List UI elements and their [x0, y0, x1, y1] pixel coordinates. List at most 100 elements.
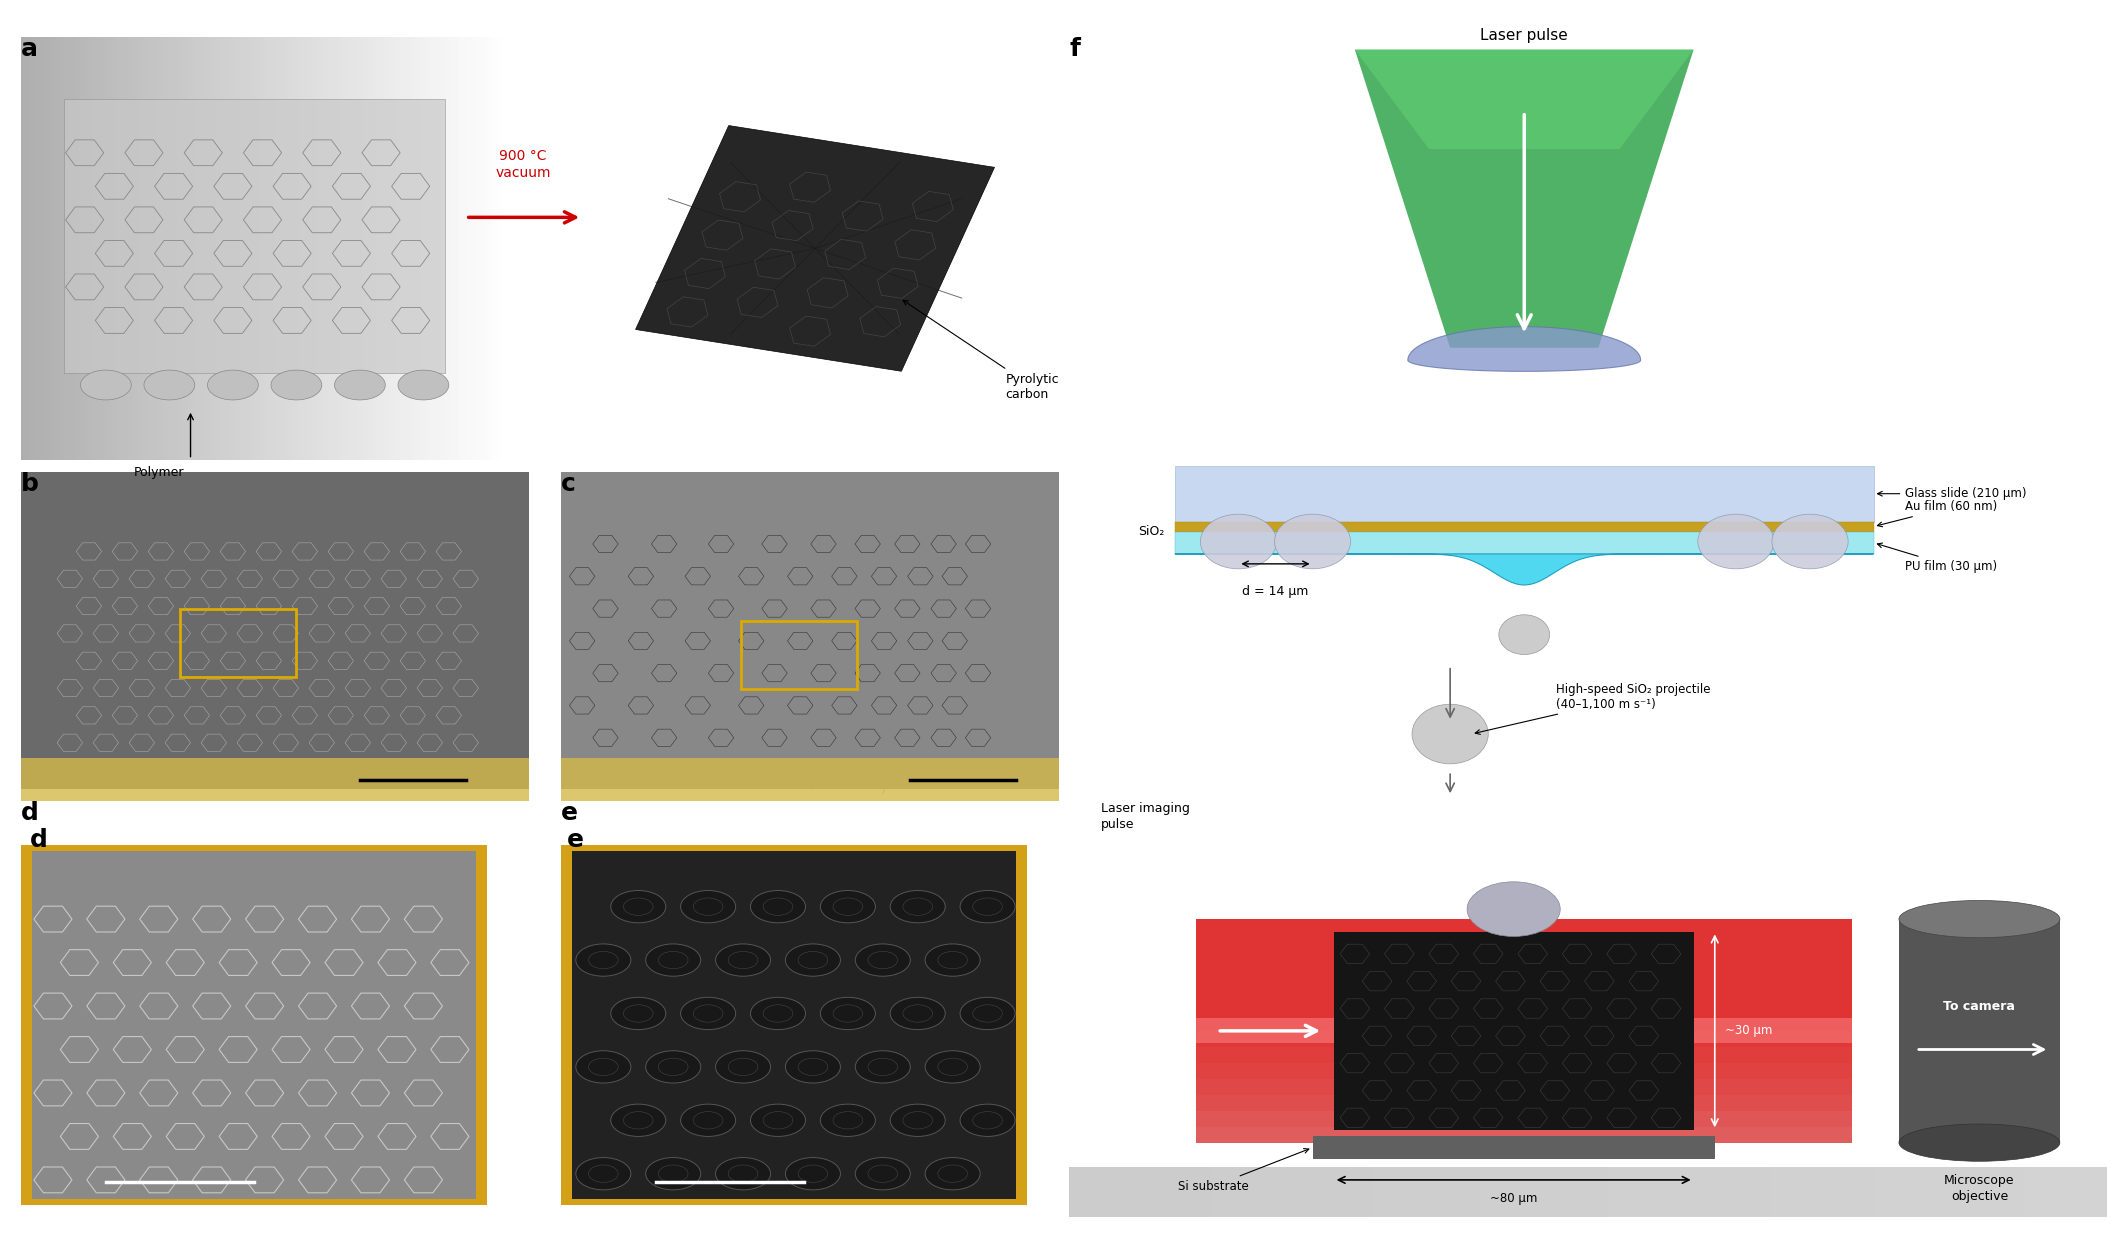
Circle shape: [752, 997, 804, 1030]
Text: Au film (60 nm): Au film (60 nm): [1878, 501, 1998, 527]
Text: d: d: [21, 801, 38, 825]
Circle shape: [855, 1051, 910, 1083]
Text: Microscope
objective: Microscope objective: [1943, 1174, 2015, 1202]
Text: PU film (30 μm): PU film (30 μm): [1878, 543, 1998, 573]
Ellipse shape: [80, 370, 131, 400]
Bar: [21, 845, 487, 1205]
Circle shape: [752, 891, 804, 923]
Circle shape: [576, 944, 631, 976]
Bar: [32, 851, 476, 1199]
Bar: [1196, 919, 1852, 1094]
Ellipse shape: [1772, 514, 1848, 569]
Ellipse shape: [1467, 882, 1560, 936]
Circle shape: [961, 1104, 1016, 1136]
Bar: [1196, 919, 1852, 1079]
Text: Laser imaging
pulse: Laser imaging pulse: [1101, 802, 1190, 831]
Circle shape: [855, 944, 910, 976]
Text: e: e: [567, 828, 584, 852]
Text: High-speed SiO₂ projectile
(40–1,100 m s⁻¹): High-speed SiO₂ projectile (40–1,100 m s…: [1476, 683, 1711, 734]
Circle shape: [785, 1158, 840, 1190]
Circle shape: [961, 891, 1016, 923]
Circle shape: [646, 1158, 701, 1190]
Circle shape: [680, 891, 737, 923]
Text: f: f: [1069, 37, 1080, 61]
Text: d = 14 μm: d = 14 μm: [1243, 585, 1308, 597]
Circle shape: [612, 997, 665, 1030]
Ellipse shape: [1412, 704, 1488, 764]
Text: 900 °C
vacuum: 900 °C vacuum: [495, 149, 550, 180]
Circle shape: [821, 891, 876, 923]
Bar: [1196, 919, 1852, 1063]
Bar: [180, 609, 296, 677]
Bar: [1196, 919, 1852, 1031]
Circle shape: [821, 1104, 876, 1136]
Text: d: d: [30, 828, 47, 852]
Text: e: e: [561, 801, 578, 825]
Ellipse shape: [1899, 1124, 2060, 1161]
Bar: [561, 472, 1058, 789]
Bar: [1196, 919, 1852, 1143]
Polygon shape: [1408, 327, 1641, 371]
Ellipse shape: [1274, 514, 1351, 569]
Circle shape: [716, 944, 771, 976]
Ellipse shape: [271, 370, 322, 400]
Circle shape: [752, 1104, 804, 1136]
Circle shape: [785, 944, 840, 976]
Text: To camera: To camera: [1943, 1000, 2015, 1012]
Bar: [561, 758, 1058, 801]
Ellipse shape: [1200, 514, 1277, 569]
Circle shape: [612, 891, 665, 923]
Circle shape: [925, 1051, 980, 1083]
Text: Laser pulse: Laser pulse: [1480, 29, 1569, 43]
Text: b: b: [21, 472, 38, 496]
Circle shape: [785, 1051, 840, 1083]
Bar: [1175, 466, 1874, 522]
Bar: [1196, 919, 1852, 1126]
Text: Glass slide (210 μm): Glass slide (210 μm): [1878, 487, 2026, 501]
Bar: [1196, 1018, 1852, 1043]
Text: SiO₂: SiO₂: [1139, 525, 1164, 538]
Ellipse shape: [398, 370, 449, 400]
Text: ~30 μm: ~30 μm: [1725, 1025, 1772, 1037]
Bar: [1175, 522, 1874, 532]
Bar: [741, 621, 857, 689]
Bar: [1196, 919, 1852, 1047]
Ellipse shape: [1899, 900, 2060, 938]
Text: ~80 μm: ~80 μm: [1490, 1192, 1537, 1205]
Circle shape: [612, 1104, 665, 1136]
Ellipse shape: [207, 370, 258, 400]
Circle shape: [961, 997, 1016, 1030]
Circle shape: [576, 1051, 631, 1083]
Text: Si substrate: Si substrate: [1179, 1149, 1308, 1192]
Bar: [21, 758, 529, 801]
Circle shape: [646, 1051, 701, 1083]
Circle shape: [716, 1158, 771, 1190]
Polygon shape: [1355, 50, 1694, 149]
Text: c: c: [561, 472, 576, 496]
Bar: [1196, 919, 1852, 1110]
Bar: [635, 125, 995, 371]
Text: Pyrolytic
carbon: Pyrolytic carbon: [904, 301, 1058, 401]
Bar: [561, 845, 1027, 1205]
Circle shape: [925, 1158, 980, 1190]
Circle shape: [889, 891, 944, 923]
Circle shape: [925, 944, 980, 976]
Circle shape: [821, 997, 876, 1030]
Bar: [1175, 532, 1874, 554]
Polygon shape: [1355, 50, 1694, 348]
Circle shape: [889, 1104, 944, 1136]
Bar: [572, 851, 1016, 1199]
Circle shape: [680, 1104, 737, 1136]
Text: a: a: [21, 37, 38, 61]
Bar: [64, 99, 445, 373]
Circle shape: [680, 997, 737, 1030]
Bar: [1196, 919, 1852, 1143]
Ellipse shape: [1499, 615, 1550, 655]
Ellipse shape: [1698, 514, 1774, 569]
Bar: [1334, 932, 1694, 1130]
Circle shape: [889, 997, 944, 1030]
Polygon shape: [1175, 554, 1874, 585]
Ellipse shape: [144, 370, 195, 400]
Circle shape: [716, 1051, 771, 1083]
Text: Polymer: Polymer: [133, 466, 184, 478]
